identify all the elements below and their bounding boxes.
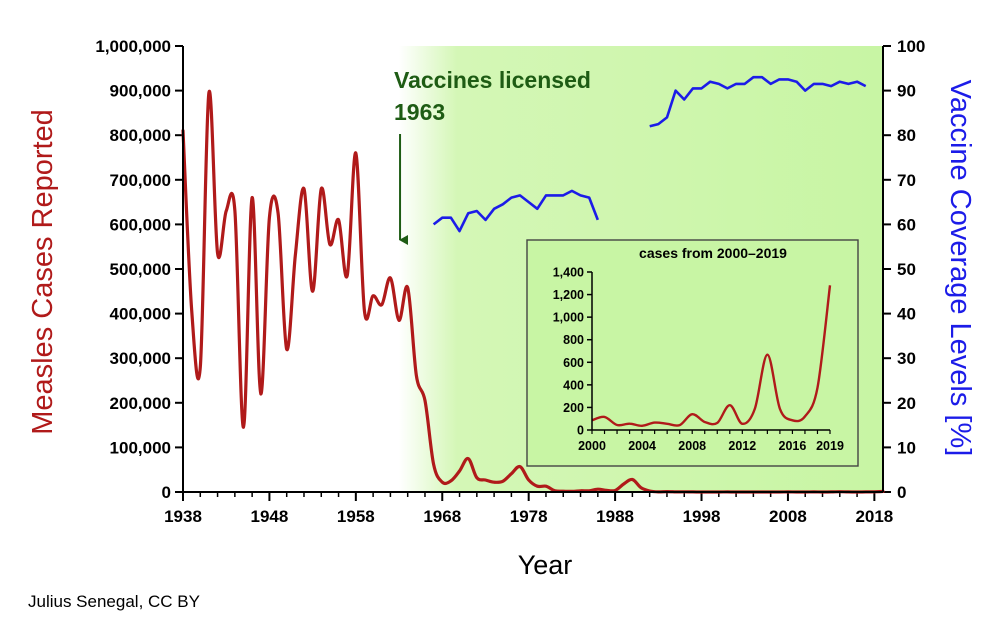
x-axis-label: Year	[518, 550, 573, 580]
inset-y-tick-label: 800	[563, 333, 584, 347]
inset-x-tick-label: 2012	[728, 439, 756, 453]
inset-x-tick-label: 2000	[578, 439, 606, 453]
right-tick-label: 0	[897, 483, 906, 502]
coverage-series-line-1992-2017	[649, 75, 867, 128]
inset-y-tick-label: 400	[563, 378, 584, 392]
inset-title: cases from 2000–2019	[639, 245, 787, 261]
left-tick-label: 600,000	[110, 215, 171, 234]
vaccine-annotation-line1: Vaccines licensed	[394, 67, 591, 93]
x-tick-label: 1958	[337, 507, 375, 526]
inset-frame	[526, 239, 859, 467]
x-tick-label: 2008	[769, 507, 807, 526]
right-tick-label: 40	[897, 305, 916, 324]
left-y-axis-ticks: 0 100,000 200,000 300,000 400,000 500,000 600,…	[95, 37, 183, 502]
inset-x-tick-label: 2008	[678, 439, 706, 453]
inset-y-tick-label: 1,000	[553, 311, 584, 325]
left-tick-label: 0	[162, 483, 171, 502]
left-tick-label: 800,000	[110, 126, 171, 145]
inset-cases-line	[591, 285, 832, 428]
right-tick-label: 70	[897, 171, 916, 190]
right-y-axis-ticks: 0 10 20 30 40 50 60 70 80 90 100	[883, 37, 925, 502]
inset-x-tick-label: 2019	[816, 439, 844, 453]
right-y-axis-label: Vaccine Coverage Levels [%]	[944, 80, 976, 457]
inset-x-axis-ticks: 2000 2004 2008 2012 2016 2019	[578, 430, 844, 453]
x-axis-ticks: 1938 1948 1958 1968 1978 1988 1998 2008 2018	[164, 492, 893, 526]
x-tick-label: 1978	[510, 507, 548, 526]
x-tick-label: 2018	[855, 507, 893, 526]
right-tick-label: 50	[897, 260, 916, 279]
left-tick-label: 500,000	[110, 260, 171, 279]
right-tick-label: 60	[897, 215, 916, 234]
inset-y-tick-label: 200	[563, 401, 584, 415]
inset-y-tick-label: 1,400	[553, 266, 584, 280]
x-tick-label: 1998	[683, 507, 721, 526]
left-tick-label: 700,000	[110, 171, 171, 190]
inset-y-tick-label: 600	[563, 356, 584, 370]
left-tick-label: 900,000	[110, 82, 171, 101]
inset-y-axis-ticks: 0 200 400 600 800 1,000 1,200 1,400	[553, 266, 592, 438]
inset-y-tick-label: 0	[577, 424, 584, 438]
right-tick-label: 30	[897, 349, 916, 368]
left-tick-label: 100,000	[110, 438, 171, 457]
left-tick-label: 200,000	[110, 394, 171, 413]
left-tick-label: 1,000,000	[95, 37, 171, 56]
right-tick-label: 90	[897, 82, 916, 101]
coverage-series-line-1967-1986	[432, 189, 600, 233]
inset-y-tick-label: 1,200	[553, 288, 584, 302]
right-tick-label: 20	[897, 394, 916, 413]
image-credit: Julius Senegal, CC BY	[28, 592, 200, 611]
right-tick-label: 100	[897, 37, 925, 56]
inset-chart: cases from 2000–2019 0 200 400 600 800 1,000 1…	[526, 239, 859, 467]
inset-x-tick-label: 2016	[779, 439, 807, 453]
x-tick-label: 1938	[164, 507, 202, 526]
inset-x-tick-label: 2004	[628, 439, 656, 453]
right-tick-label: 80	[897, 126, 916, 145]
vaccine-annotation-line2: 1963	[394, 99, 445, 125]
right-tick-label: 10	[897, 438, 916, 457]
left-tick-label: 300,000	[110, 349, 171, 368]
x-tick-label: 1948	[251, 507, 289, 526]
x-tick-label: 1968	[423, 507, 461, 526]
x-tick-label: 1988	[596, 507, 634, 526]
left-y-axis-label: Measles Cases Reported	[27, 109, 59, 435]
left-tick-label: 400,000	[110, 305, 171, 324]
